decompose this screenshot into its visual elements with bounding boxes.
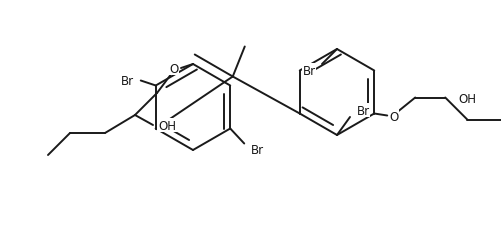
Text: Br: Br [356,104,369,117]
Text: Br: Br [250,143,264,156]
Text: O: O [389,111,398,123]
Text: OH: OH [457,93,475,106]
Text: Br: Br [302,64,315,77]
Text: Br: Br [121,75,134,88]
Text: O: O [169,62,178,75]
Text: OH: OH [158,119,176,132]
